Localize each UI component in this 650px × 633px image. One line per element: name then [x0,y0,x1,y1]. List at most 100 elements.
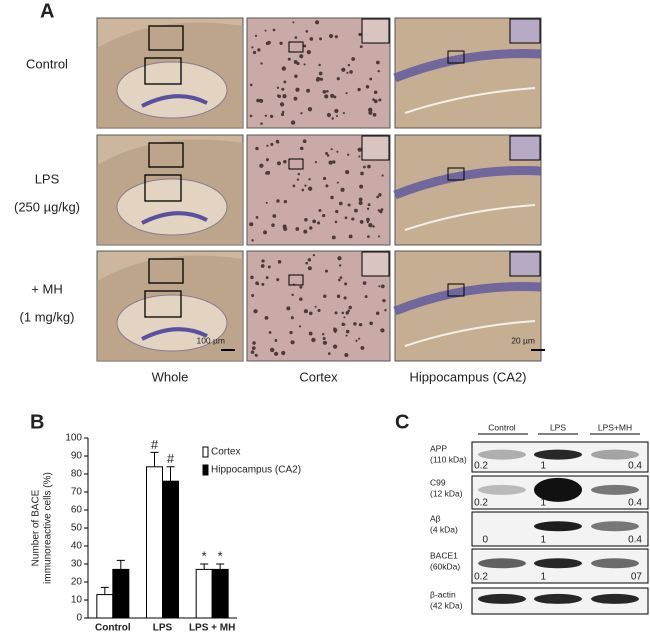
significance-marker: * [218,548,223,563]
cell [309,311,313,316]
cell [368,223,373,228]
cell [287,57,291,61]
y-tick-label: 90 [71,451,83,462]
error-bar [216,563,225,570]
cell [255,281,259,286]
cell [322,336,326,341]
cell [367,203,371,207]
significance-marker: * [202,548,207,563]
cell [345,92,348,95]
cell [282,94,287,99]
cell [317,221,321,225]
cell [380,284,385,289]
cell [303,229,308,234]
cell [341,322,345,327]
cell [249,83,253,87]
ca-layer [393,166,542,200]
cell [338,278,341,282]
cell [357,147,362,152]
cell [347,153,350,156]
cell [364,295,368,299]
cell [326,112,332,118]
cell [277,260,282,264]
cell [335,209,339,214]
cell [359,45,363,49]
band-ratio: 1 [540,535,546,546]
inset [361,18,390,44]
x-tick-label: Control [95,623,131,633]
cell [372,113,377,117]
band-ratio: 1 [540,498,546,509]
vessel [404,320,536,347]
band [478,449,526,460]
column-label: Whole [152,369,189,384]
cell [294,74,298,78]
protein-name: C99 [430,477,446,487]
band [478,593,526,604]
cell [303,44,307,48]
cell [330,195,334,200]
cell [322,90,327,94]
vessel [404,204,536,231]
protein-size: (60kDa) [430,561,460,571]
cell [304,184,307,187]
bar [162,480,179,619]
column-label: Cortex [299,369,338,384]
cell [254,34,258,37]
roi-box [144,57,182,85]
band [591,449,639,460]
protein-name: APP [430,443,447,453]
cell [253,309,258,314]
cell [344,353,349,358]
cell [333,95,337,99]
cell [366,220,370,224]
protein-name: BACE1 [430,550,458,560]
band-ratio: 0.4 [628,498,642,509]
cell [254,353,258,357]
cell [343,296,347,300]
cell [309,226,313,230]
cell [339,264,342,267]
cell [292,21,295,24]
bar [195,568,213,619]
cell [264,29,267,32]
cell [375,60,380,65]
band-ratio: 0.2 [474,461,488,472]
cell [334,35,338,39]
significance-marker: # [151,437,159,452]
cell [276,161,281,166]
cell [309,37,314,41]
cell [265,41,270,46]
cell [296,61,300,66]
cell [276,86,280,89]
cell [252,50,257,55]
cell [263,230,268,235]
cell [369,321,373,326]
cell [250,350,255,354]
panel-label: A [40,0,54,22]
cell [324,269,328,273]
y-tick-label: 0 [76,613,82,624]
cell [299,146,304,151]
roi-box [144,290,182,318]
cell [274,339,278,342]
inset [361,251,390,277]
cell [269,114,274,119]
band [534,558,582,569]
band-ratio: 1 [540,461,546,472]
row-label: Control [26,56,68,71]
cell [300,112,303,115]
cell [289,330,293,335]
ca-layer [393,282,542,316]
cell [255,146,259,151]
cell [344,216,348,220]
cell [344,282,348,286]
panel-label: B [30,411,44,433]
panel-label: C [395,411,409,433]
cell [298,325,302,328]
legend-label: Hippocampus (CA2) [211,465,301,476]
band [591,558,639,569]
band-ratio: 0 [482,535,488,546]
cell [351,217,355,221]
